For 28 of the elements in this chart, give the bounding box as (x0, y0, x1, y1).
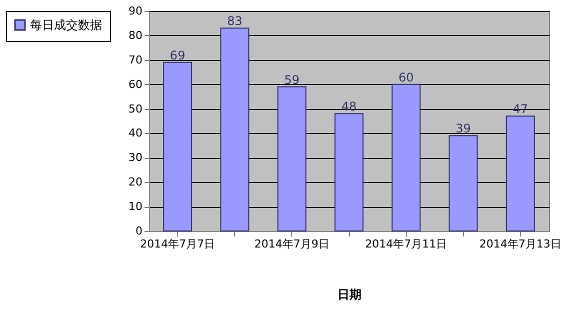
y-tick-label: 40 (128, 126, 142, 140)
y-tick-label: 10 (128, 200, 142, 214)
x-tick-label: 2014年7月9日 (254, 238, 330, 250)
y-tick-label: 50 (128, 102, 142, 116)
data-label: 39 (456, 122, 471, 136)
bar (220, 28, 250, 232)
bar (392, 84, 421, 232)
data-label: 69 (170, 48, 186, 62)
y-tick-label: 0 (136, 224, 142, 238)
y-tick-label: 80 (128, 28, 142, 42)
data-label: 59 (284, 72, 300, 87)
bar (506, 116, 535, 232)
x-tick-label: 2014年7月7日 (140, 238, 216, 250)
x-tick-label: 2014年7月13日 (479, 238, 562, 250)
bar (277, 86, 306, 232)
data-label: 60 (398, 70, 414, 84)
data-label: 83 (227, 14, 242, 28)
legend-label: 每日成交数据 (30, 18, 102, 32)
bar (163, 62, 192, 232)
y-tick-label: 60 (128, 78, 142, 91)
x-axis-title: 日期 (338, 288, 362, 302)
y-tick-label: 90 (128, 4, 142, 18)
y-tick-label: 30 (128, 151, 142, 164)
y-tick-label: 20 (128, 176, 142, 189)
x-tick-label: 2014年7月11日 (365, 238, 448, 250)
y-tick-label: 70 (128, 53, 142, 66)
bar (448, 135, 478, 232)
bar (334, 113, 364, 232)
